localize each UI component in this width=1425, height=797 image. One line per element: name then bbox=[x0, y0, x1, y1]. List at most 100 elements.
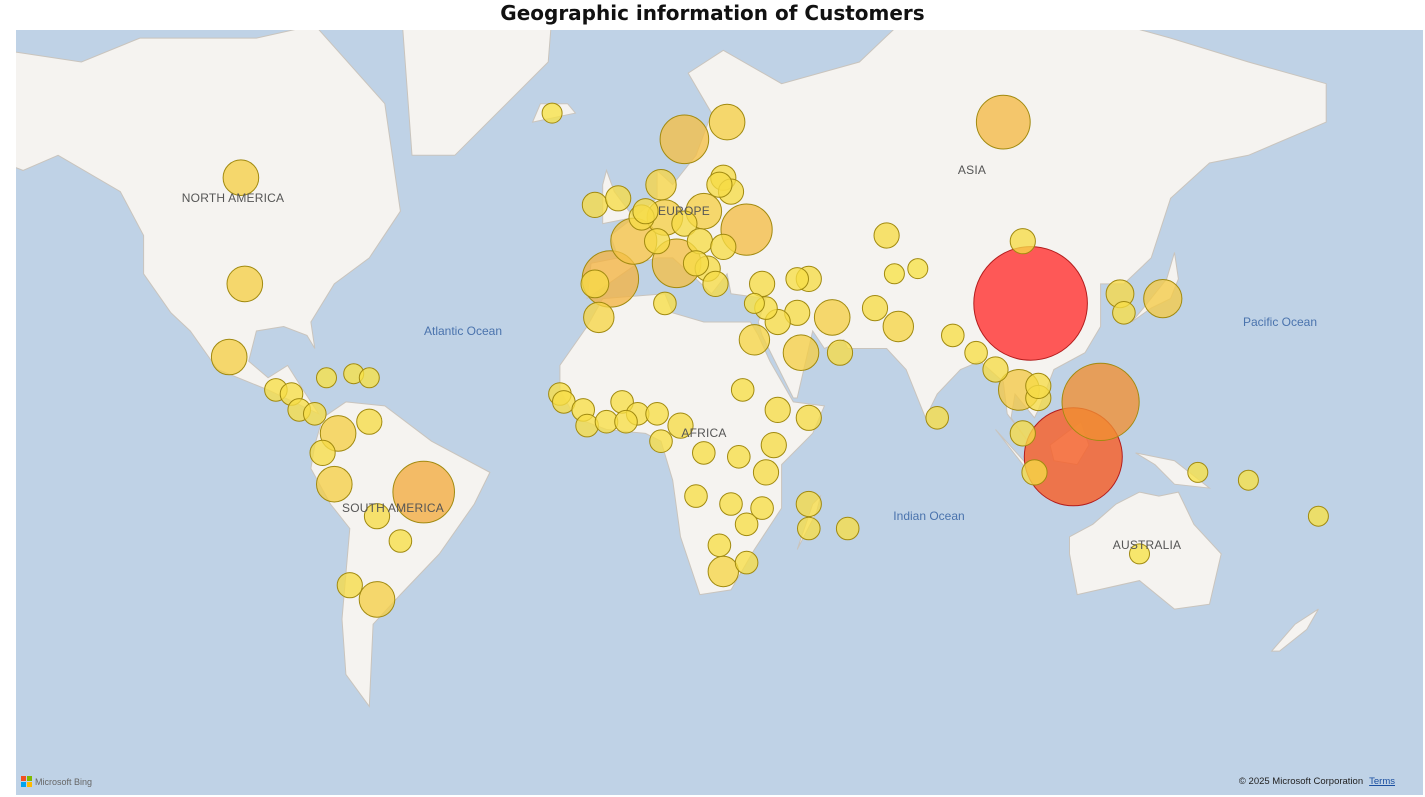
customer-bubble[interactable] bbox=[734, 512, 759, 537]
customer-bubble[interactable] bbox=[1307, 505, 1329, 527]
customer-bubble[interactable] bbox=[632, 198, 659, 225]
customer-bubble[interactable] bbox=[813, 299, 851, 336]
customer-bubble[interactable] bbox=[686, 228, 714, 255]
region-label: AFRICA bbox=[681, 426, 727, 440]
customer-bubble[interactable] bbox=[1129, 543, 1150, 565]
customer-bubble[interactable] bbox=[614, 409, 638, 434]
customer-bubble[interactable] bbox=[1143, 279, 1183, 319]
customer-bubble[interactable] bbox=[719, 492, 743, 516]
customer-bubble[interactable] bbox=[659, 114, 710, 165]
customer-bubble[interactable] bbox=[645, 169, 677, 201]
region-label: ASIA bbox=[957, 163, 987, 177]
customer-bubble[interactable] bbox=[653, 291, 677, 316]
ocean-label: Pacific Ocean bbox=[1242, 315, 1318, 329]
customer-bubble[interactable] bbox=[760, 432, 787, 459]
customer-bubble[interactable] bbox=[649, 429, 673, 454]
customer-bubble[interactable] bbox=[684, 484, 708, 508]
customer-bubble[interactable] bbox=[882, 310, 914, 343]
customer-bubble[interactable] bbox=[1187, 461, 1209, 483]
customer-bubble[interactable] bbox=[835, 516, 860, 541]
customer-bubble[interactable] bbox=[316, 367, 337, 389]
customer-bubble[interactable] bbox=[671, 210, 698, 237]
customer-bubble[interactable] bbox=[1009, 420, 1036, 447]
map-canvas[interactable] bbox=[16, 30, 1423, 795]
customer-bubble[interactable] bbox=[667, 412, 694, 439]
landmass bbox=[402, 30, 552, 156]
customer-bubble[interactable] bbox=[795, 404, 822, 431]
customer-bubble[interactable] bbox=[1009, 228, 1036, 255]
customer-bubble[interactable] bbox=[707, 555, 739, 588]
map-provider-label: Microsoft Bing bbox=[35, 776, 93, 787]
customer-bubble[interactable] bbox=[861, 295, 889, 322]
customer-bubble[interactable] bbox=[358, 367, 380, 389]
customer-bubble[interactable] bbox=[749, 270, 776, 297]
customer-bubble[interactable] bbox=[764, 396, 791, 423]
bing-attribution: Microsoft Bing bbox=[21, 776, 92, 787]
customer-bubble[interactable] bbox=[303, 402, 327, 426]
customer-bubble[interactable] bbox=[826, 339, 854, 366]
customer-bubble[interactable] bbox=[883, 263, 905, 285]
customer-bubble[interactable] bbox=[925, 406, 950, 430]
customer-bubble[interactable] bbox=[644, 228, 671, 255]
customer-bubble[interactable] bbox=[795, 490, 822, 518]
customer-bubble[interactable] bbox=[358, 581, 396, 618]
customer-bubble[interactable] bbox=[982, 356, 1009, 383]
customer-bubble[interactable] bbox=[356, 408, 383, 435]
customer-bubble[interactable] bbox=[363, 503, 391, 530]
landmass bbox=[16, 30, 401, 416]
terms-link[interactable]: Terms bbox=[1369, 776, 1395, 787]
customer-bubble[interactable] bbox=[730, 378, 755, 402]
customer-bubble[interactable] bbox=[575, 413, 599, 438]
customer-bubble[interactable] bbox=[309, 439, 336, 466]
customer-bubble[interactable] bbox=[738, 324, 771, 356]
customer-bubble[interactable] bbox=[1025, 372, 1052, 399]
map-view[interactable]: Microsoft Bing © 2025 Microsoft Corporat… bbox=[16, 30, 1423, 795]
landmass bbox=[1270, 608, 1319, 652]
customer-bubble[interactable] bbox=[392, 460, 456, 524]
customer-bubble[interactable] bbox=[964, 340, 988, 365]
customer-bubble[interactable] bbox=[797, 516, 821, 541]
ocean-label: Indian Ocean bbox=[893, 509, 965, 523]
customer-bubble[interactable] bbox=[727, 445, 751, 469]
customer-bubble[interactable] bbox=[1061, 362, 1140, 441]
customer-bubble[interactable] bbox=[682, 250, 710, 277]
region-label: NORTH AMERICA bbox=[181, 191, 285, 205]
customer-bubble[interactable] bbox=[707, 533, 732, 558]
customer-bubble[interactable] bbox=[581, 191, 609, 218]
customer-bubble[interactable] bbox=[752, 459, 780, 486]
customer-bubble[interactable] bbox=[226, 265, 264, 303]
customer-bubble[interactable] bbox=[702, 270, 729, 297]
customer-bubble[interactable] bbox=[645, 402, 669, 426]
customer-bubble[interactable] bbox=[1021, 459, 1048, 486]
customer-bubble[interactable] bbox=[583, 301, 615, 334]
customer-bubble[interactable] bbox=[388, 529, 413, 553]
customer-bubble[interactable] bbox=[336, 572, 363, 599]
customer-bubble[interactable] bbox=[973, 246, 1088, 361]
customer-bubble[interactable] bbox=[785, 267, 810, 291]
customer-bubble[interactable] bbox=[941, 323, 965, 348]
customer-bubbles[interactable] bbox=[210, 94, 1329, 618]
customer-bubble[interactable] bbox=[541, 102, 563, 124]
customer-bubble[interactable] bbox=[692, 441, 716, 465]
customer-bubble[interactable] bbox=[605, 185, 632, 212]
customer-bubble[interactable] bbox=[782, 334, 820, 372]
customer-bubble[interactable] bbox=[222, 159, 260, 196]
ocean-label: Atlantic Ocean bbox=[423, 324, 503, 338]
customer-bubble[interactable] bbox=[706, 171, 733, 198]
customer-bubble[interactable] bbox=[734, 550, 759, 575]
customer-bubble[interactable] bbox=[708, 103, 746, 141]
customer-bubble[interactable] bbox=[873, 222, 900, 249]
customer-bubble[interactable] bbox=[316, 465, 353, 503]
customer-bubble[interactable] bbox=[907, 258, 929, 280]
customer-bubble[interactable] bbox=[1237, 469, 1259, 491]
customer-bubble[interactable] bbox=[710, 233, 737, 260]
microsoft-logo-icon bbox=[21, 776, 32, 787]
customer-bubble[interactable] bbox=[750, 496, 774, 520]
customer-bubble[interactable] bbox=[1112, 301, 1136, 325]
customer-bubble[interactable] bbox=[580, 269, 610, 299]
customer-bubble[interactable] bbox=[210, 338, 248, 376]
region-label: AUSTRALIA bbox=[1112, 538, 1182, 552]
customer-bubble[interactable] bbox=[975, 94, 1031, 150]
customer-bubble[interactable] bbox=[743, 292, 765, 314]
page-title: Geographic information of Customers bbox=[500, 1, 925, 25]
